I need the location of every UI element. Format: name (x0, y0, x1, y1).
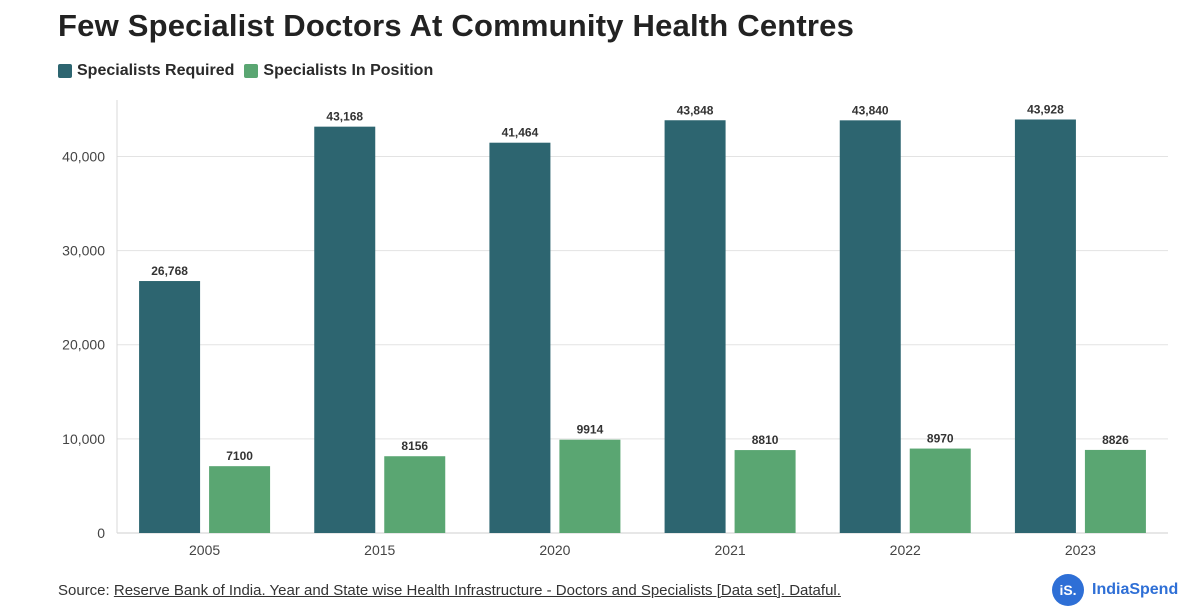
data-label-in-position: 8810 (752, 433, 779, 447)
bar-in-position (909, 448, 971, 533)
data-label-in-position: 8826 (1102, 433, 1129, 447)
legend-swatch-in-position (244, 64, 259, 78)
bar-required (839, 120, 901, 533)
x-tick-label: 2020 (539, 542, 570, 558)
bar-required (489, 142, 551, 533)
x-tick-label: 2021 (715, 542, 746, 558)
legend-item-required[interactable]: Specialists Required (58, 62, 234, 80)
legend: Specialists Required Specialists In Posi… (58, 62, 433, 80)
bar-required (1014, 119, 1076, 534)
bar-in-position (734, 450, 796, 533)
y-tick-label: 0 (97, 525, 105, 541)
bar-required (314, 126, 376, 533)
data-label-required: 43,840 (852, 103, 889, 117)
y-tick-label: 20,000 (62, 337, 105, 353)
bar-in-position (1084, 449, 1146, 533)
source-footer: Source: Reserve Bank of India. Year and … (58, 582, 841, 599)
source-prefix: Source: (58, 582, 110, 599)
data-label-required: 43,928 (1027, 103, 1064, 117)
bar-required (139, 281, 201, 533)
data-label-required: 43,848 (677, 103, 714, 117)
chart-title: Few Specialist Doctors At Community Heal… (58, 8, 855, 43)
legend-label-in-position: Specialists In Position (263, 62, 434, 79)
data-label-required: 41,464 (502, 126, 539, 140)
bar-in-position (559, 439, 621, 533)
bar-in-position (384, 456, 446, 533)
y-tick-label: 10,000 (62, 431, 105, 447)
x-tick-label: 2015 (364, 542, 395, 558)
x-tick-label: 2023 (1065, 542, 1096, 558)
legend-label-required: Specialists Required (77, 62, 235, 79)
data-label-in-position: 8970 (927, 432, 954, 446)
legend-swatch-required (58, 64, 72, 78)
data-label-in-position: 7100 (226, 449, 253, 463)
x-tick-label: 2005 (189, 542, 220, 558)
y-tick-label: 30,000 (62, 243, 105, 259)
bar-required (664, 120, 726, 533)
brand-name: IndiaSpend (1092, 581, 1179, 598)
bar-in-position (209, 466, 271, 533)
x-tick-label: 2022 (890, 542, 921, 558)
source-link[interactable]: Reserve Bank of India. Year and State wi… (113, 582, 841, 599)
legend-item-in-position[interactable]: Specialists In Position (244, 62, 433, 80)
data-label-required: 43,168 (326, 110, 363, 124)
data-label-required: 26,768 (151, 264, 188, 278)
brand[interactable]: iS. IndiaSpend (1052, 574, 1178, 606)
data-label-in-position: 8156 (401, 439, 428, 453)
indiaspend-logo-icon: iS. (1052, 574, 1084, 606)
y-tick-label: 40,000 (62, 148, 105, 164)
data-label-in-position: 9914 (577, 423, 604, 437)
